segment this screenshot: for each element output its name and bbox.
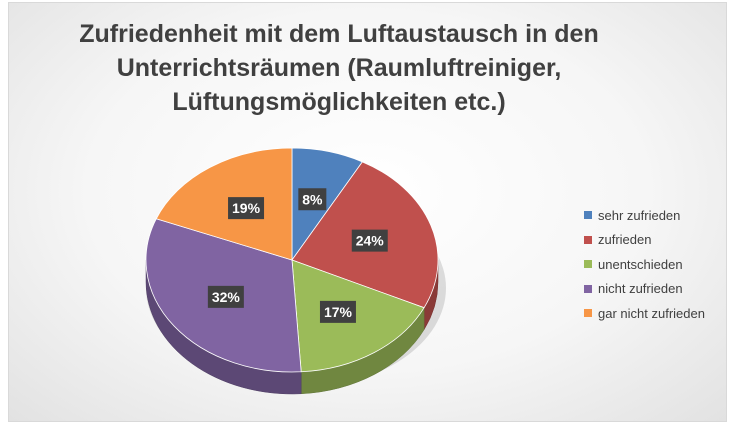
legend-swatch [584, 260, 592, 269]
chart-legend: sehr zufrieden zufrieden unentschieden n… [584, 203, 705, 326]
data-label: 32% [212, 289, 241, 305]
data-label-box [351, 229, 388, 252]
chart-title-line-3: Lüftungsmöglichkeiten etc.) [172, 88, 506, 116]
chart-title: Zufriedenheit mit dem Luftaustausch in d… [49, 17, 629, 119]
data-label-box [228, 197, 265, 220]
chart-title-line-2: Unterrichtsräumen (Raumluftreiniger, [116, 54, 562, 82]
data-label-box [319, 300, 356, 323]
data-label: 24% [356, 233, 385, 249]
data-label: 19% [232, 200, 261, 216]
data-label-box [207, 285, 244, 308]
legend-item-unentschieden: unentschieden [584, 252, 705, 277]
legend-swatch [584, 211, 592, 220]
data-label: 8% [302, 191, 323, 207]
legend-swatch [584, 235, 592, 244]
legend-item-gar-nicht-zufrieden: gar nicht zufrieden [584, 301, 705, 326]
legend-label: unentschieden [598, 256, 683, 272]
data-label: 17% [324, 304, 353, 320]
legend-swatch [584, 284, 592, 293]
pie-slice-gar-nicht-zufrieden [155, 147, 293, 261]
data-label-box [298, 188, 327, 211]
legend-item-sehr-zufrieden: sehr zufrieden [584, 203, 705, 228]
chart-title-line-1: Zufriedenheit mit dem Luftaustausch in d… [79, 20, 599, 48]
legend-swatch [584, 309, 592, 318]
legend-item-zufrieden: zufrieden [584, 228, 705, 253]
legend-label: nicht zufrieden [598, 281, 683, 297]
legend-label: sehr zufrieden [598, 207, 681, 223]
pie-slice-unentschieden [291, 259, 425, 373]
legend-label: zufrieden [598, 232, 652, 248]
legend-label: gar nicht zufrieden [598, 305, 705, 321]
legend-item-nicht-zufrieden: nicht zufrieden [584, 277, 705, 302]
